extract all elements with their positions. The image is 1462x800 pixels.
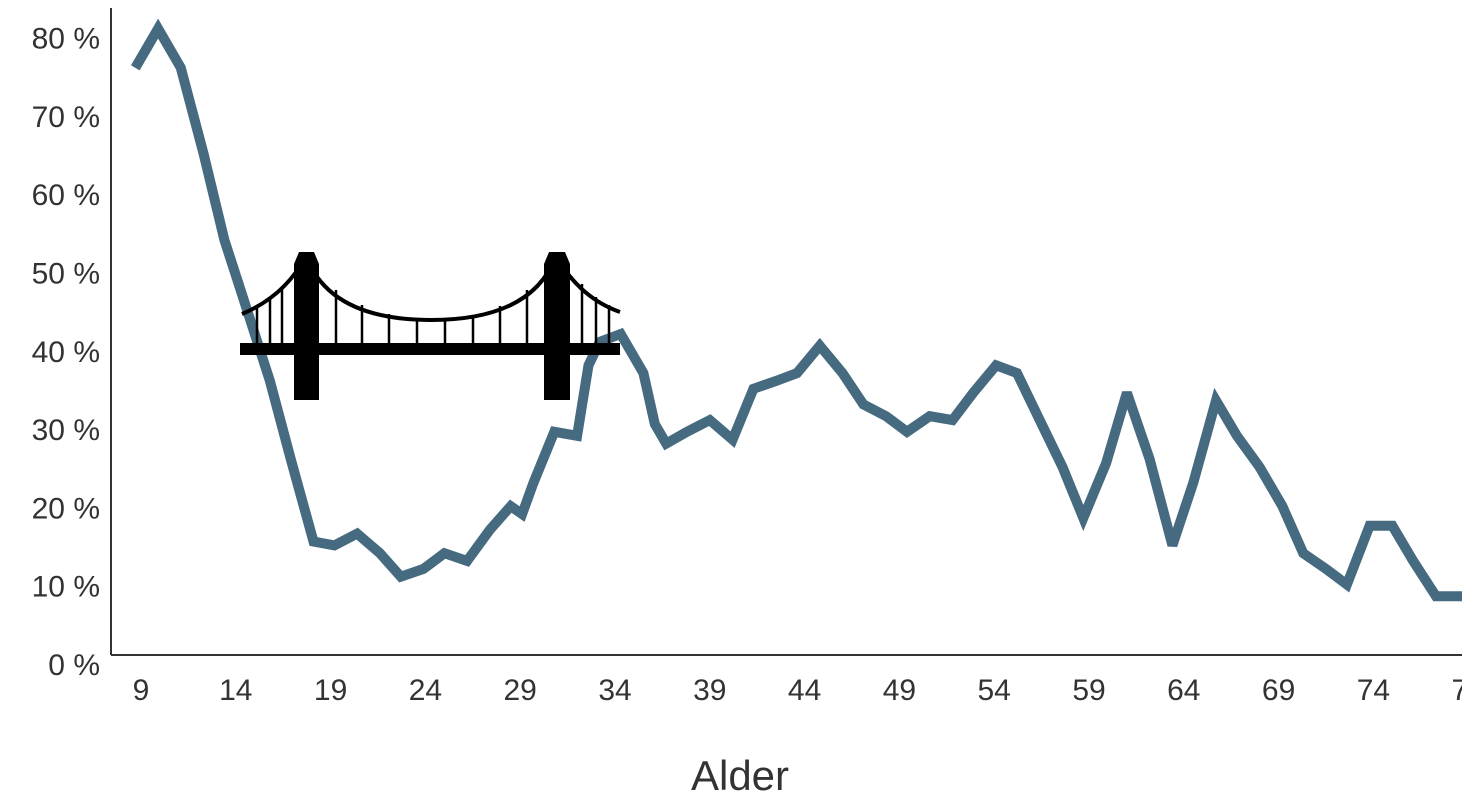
y-tick-label: 50 % bbox=[32, 258, 100, 291]
x-tick-label: 54 bbox=[978, 674, 1011, 707]
y-tick-label: 10 % bbox=[32, 571, 100, 604]
x-tick-label: 44 bbox=[788, 674, 821, 707]
y-tick-label: 20 % bbox=[32, 492, 100, 525]
series-layer bbox=[130, 18, 1462, 602]
x-tick-label: 19 bbox=[314, 674, 347, 707]
x-tick-labels: 9 14 19 24 29 34 39 44 49 54 59 64 69 74 79 bbox=[133, 674, 1462, 707]
x-tick-label: 59 bbox=[1072, 674, 1105, 707]
y-tick-label: 30 % bbox=[32, 414, 100, 447]
x-tick-label: 74 bbox=[1357, 674, 1390, 707]
y-tick-label: 0 % bbox=[48, 649, 100, 682]
x-tick-label: 9 bbox=[133, 674, 150, 707]
x-tick-label: 24 bbox=[409, 674, 442, 707]
x-axis-title: Alder bbox=[691, 752, 789, 795]
x-tick-label: 14 bbox=[219, 674, 252, 707]
x-tick-label: 29 bbox=[504, 674, 537, 707]
series-line bbox=[130, 18, 1462, 602]
x-tick-label: 79 bbox=[1452, 674, 1462, 707]
y-tick-label: 70 % bbox=[32, 101, 100, 134]
y-tick-label: 60 % bbox=[32, 179, 100, 212]
x-tick-label: 39 bbox=[693, 674, 726, 707]
y-tick-label: 40 % bbox=[32, 336, 100, 369]
y-tick-label: 80 % bbox=[32, 23, 100, 56]
x-tick-label: 64 bbox=[1167, 674, 1200, 707]
x-tick-label: 69 bbox=[1262, 674, 1295, 707]
x-tick-label: 34 bbox=[598, 674, 631, 707]
bridge-icon bbox=[240, 252, 621, 400]
y-tick-labels: 0 % 10 % 20 % 30 % 40 % 50 % 60 % 70 % 80 % bbox=[32, 23, 100, 682]
x-tick-label: 49 bbox=[883, 674, 916, 707]
